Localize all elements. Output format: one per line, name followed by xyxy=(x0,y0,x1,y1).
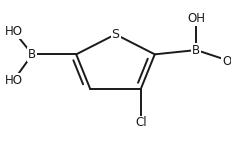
Text: B: B xyxy=(192,44,201,56)
Text: S: S xyxy=(112,28,119,41)
Text: B: B xyxy=(28,48,36,61)
Text: OH: OH xyxy=(187,12,205,25)
Text: HO: HO xyxy=(5,74,23,87)
Text: Cl: Cl xyxy=(135,117,147,129)
Text: HO: HO xyxy=(5,25,23,38)
Text: OH: OH xyxy=(222,55,231,68)
